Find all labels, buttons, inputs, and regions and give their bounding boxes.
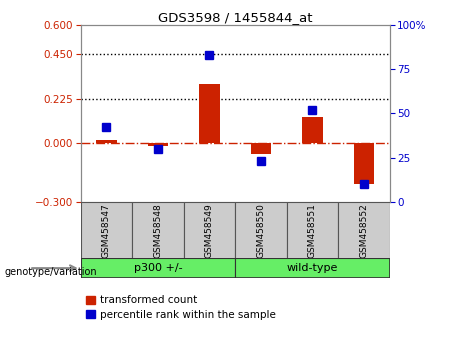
Bar <box>287 202 338 260</box>
Bar <box>148 143 168 146</box>
Legend: transformed count, percentile rank within the sample: transformed count, percentile rank withi… <box>86 296 276 320</box>
Bar <box>235 258 390 278</box>
Text: GSM458549: GSM458549 <box>205 204 214 258</box>
Bar <box>81 258 235 278</box>
Title: GDS3598 / 1455844_at: GDS3598 / 1455844_at <box>158 11 313 24</box>
Bar <box>96 141 117 143</box>
Bar <box>199 84 220 143</box>
Text: GSM458548: GSM458548 <box>154 204 162 258</box>
Text: genotype/variation: genotype/variation <box>5 267 97 277</box>
Text: GSM458552: GSM458552 <box>359 204 368 258</box>
Bar <box>338 202 390 260</box>
Text: wild-type: wild-type <box>287 263 338 273</box>
Bar <box>81 202 132 260</box>
Text: GSM458550: GSM458550 <box>256 204 266 258</box>
Text: GSM458547: GSM458547 <box>102 204 111 258</box>
Bar <box>302 117 323 143</box>
Bar <box>235 202 287 260</box>
Bar <box>354 143 374 184</box>
Text: GSM458551: GSM458551 <box>308 204 317 258</box>
Text: p300 +/-: p300 +/- <box>134 263 182 273</box>
Bar <box>250 143 271 154</box>
Bar <box>132 202 183 260</box>
Bar <box>183 202 235 260</box>
